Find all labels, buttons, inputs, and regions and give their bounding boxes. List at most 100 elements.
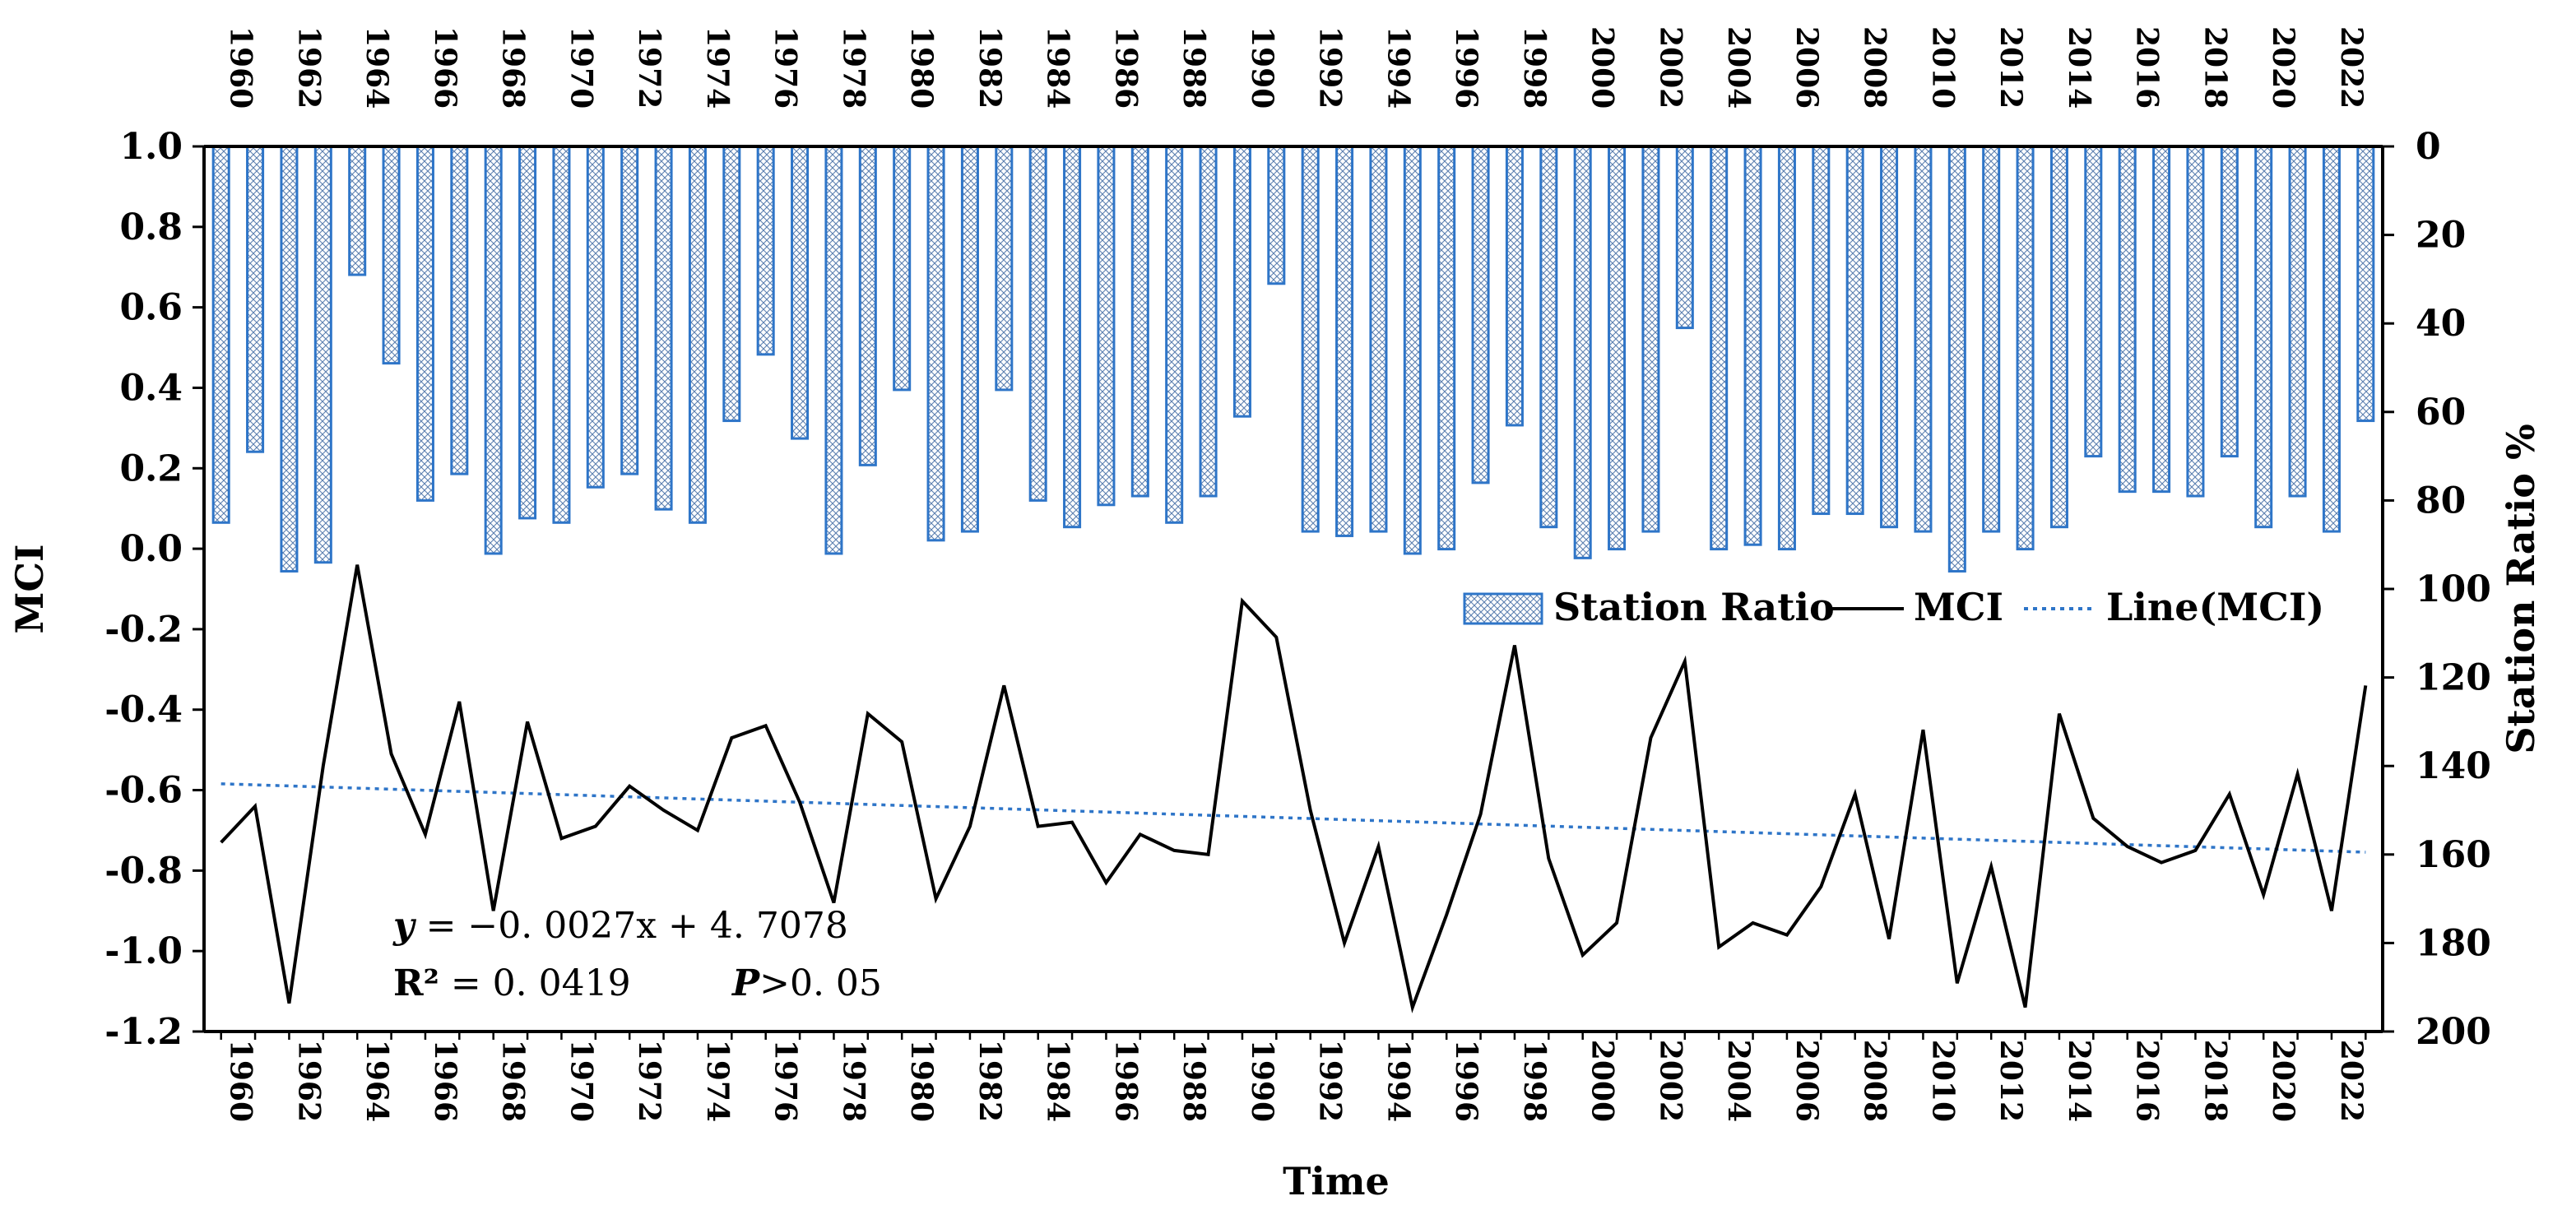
station-ratio-bar [1097,145,1116,507]
x-tick-label-bottom: 1978 [836,1040,870,1122]
regression-equation: y = −0. 0027x + 4. 7078 [392,905,848,947]
station-ratio-bar [1573,145,1592,559]
station-ratio-bar [382,145,401,365]
x-tick-label-bottom: 2004 [1721,1040,1756,1122]
x-tick-label-bottom: 1994 [1381,1040,1415,1122]
station-ratio-bar [1675,145,1694,330]
x-tick-label-bottom: 2016 [2130,1040,2165,1122]
x-tick-label-top: 2010 [1925,26,1960,109]
legend-swatch-station-ratio [1463,592,1543,625]
y-left-tick-label: 0.8 [119,206,183,248]
station-ratio-bar [1232,145,1251,418]
x-tick-label-top: 1974 [700,26,735,109]
station-ratio-bar [211,145,230,524]
x-tick-label-top: 1980 [904,26,939,109]
x-tick-label-top: 1988 [1177,26,1211,109]
station-ratio-bar [280,145,299,573]
station-ratio-bar [1028,145,1047,502]
station-ratio-bar [313,145,332,564]
station-ratio-bar [722,145,741,423]
x-tick-label-bottom: 1964 [360,1040,394,1122]
station-ratio-bar [1710,145,1729,551]
station-ratio-bar [654,145,673,511]
x-tick-label-bottom: 1960 [224,1040,258,1122]
p-value: >0. 05 [759,962,882,1004]
x-tick-label-top: 1968 [496,26,531,109]
y-right-tick-label: 120 [2416,657,2491,699]
x-tick-label-top: 1964 [360,26,394,109]
station-ratio-bar [620,145,639,475]
station-ratio-bar [1505,145,1524,427]
x-tick-label-top: 2004 [1721,26,1756,109]
station-ratio-bar [2186,145,2205,498]
station-ratio-bar [415,145,434,502]
equation-rhs: = −0. 0027x + 4. 7078 [415,905,848,947]
station-ratio-bar [2254,145,2273,529]
x-tick-label-top: 2014 [2062,26,2096,109]
station-ratio-bar [2152,145,2171,494]
x-tick-label-top: 2012 [1993,26,2028,109]
station-ratio-bar [791,145,810,440]
x-tick-label-top: 1986 [1108,26,1143,109]
x-tick-label-top: 1982 [972,26,1007,109]
p-label: P [731,962,761,1004]
x-tick-label-top: 1994 [1381,26,1415,109]
r2-label: R² [393,962,439,1004]
x-tick-label-bottom: 1968 [496,1040,531,1122]
x-tick-label-bottom: 1990 [1245,1040,1279,1122]
station-ratio-bar [1471,145,1490,484]
x-tick-label-top: 2022 [2334,26,2369,109]
x-tick-label-bottom: 1976 [768,1040,803,1122]
x-tick-label-bottom: 1974 [700,1040,735,1122]
station-ratio-bar [1403,145,1422,555]
station-ratio-bar [1165,145,1184,524]
x-tick-label-top: 2000 [1585,26,1620,109]
x-tick-label-top: 2002 [1653,26,1687,109]
y-right-tick-label: 200 [2416,1011,2491,1053]
x-tick-label-bottom: 1972 [632,1040,666,1122]
station-ratio-bar [1608,145,1627,551]
station-ratio-bar [2220,145,2239,458]
station-ratio-bar [960,145,979,533]
x-tick-label-top: 2006 [1789,26,1824,109]
x-tick-label-bottom: 2006 [1789,1040,1824,1122]
y-left-tick-label: 0.4 [119,367,183,409]
y-axis-left-title: MCI [7,544,52,633]
x-tick-label-top: 2018 [2198,26,2232,109]
x-tick-label-bottom: 2018 [2198,1040,2232,1122]
station-ratio-bar [2356,145,2375,423]
station-ratio-bar [1641,145,1660,533]
station-ratio-bar [1301,145,1320,533]
equation-lhs: y [392,905,417,947]
station-ratio-bar [2016,145,2035,551]
station-ratio-bar [1199,145,1218,498]
y-right-tick-label: 180 [2416,922,2491,964]
y-left-tick-label: 1.0 [119,126,183,168]
x-tick-label-top: 1970 [564,26,598,109]
r2-value: = 0. 0419 [439,962,631,1004]
x-tick-label-bottom: 1966 [428,1040,462,1122]
x-tick-label-bottom: 2014 [2062,1040,2096,1122]
y-left-tick-label: 0.2 [119,447,183,489]
x-tick-label-top: 1966 [428,26,462,109]
x-tick-label-bottom: 1982 [972,1040,1007,1122]
y-right-tick-label: 160 [2416,834,2491,876]
x-tick-label-top: 1962 [291,26,326,109]
legend: Station Ratio MCI Line(MCI) [1463,585,2324,629]
station-ratio-bar [893,145,912,392]
x-axis-title: Time [1283,1159,1390,1203]
station-ratio-bar [1437,145,1456,551]
station-ratio-bar [995,145,1014,392]
station-ratio-bar [1777,145,1796,551]
legend-label-trendline: Line(MCI) [2106,585,2324,629]
station-ratio-bar [1130,145,1149,498]
x-tick-label-top: 1990 [1245,26,1279,109]
x-tick-label-bottom: 1996 [1449,1040,1483,1122]
y-axis-right-title: Station Ratio % [2499,424,2543,753]
x-tick-label-bottom: 1998 [1517,1040,1552,1122]
station-ratio-bar [1845,145,1864,516]
station-ratio-bar [2118,145,2137,494]
x-tick-label-top: 1998 [1517,26,1552,109]
station-ratio-bar [1267,145,1286,285]
